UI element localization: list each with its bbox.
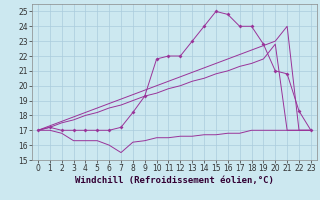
X-axis label: Windchill (Refroidissement éolien,°C): Windchill (Refroidissement éolien,°C)	[75, 176, 274, 185]
